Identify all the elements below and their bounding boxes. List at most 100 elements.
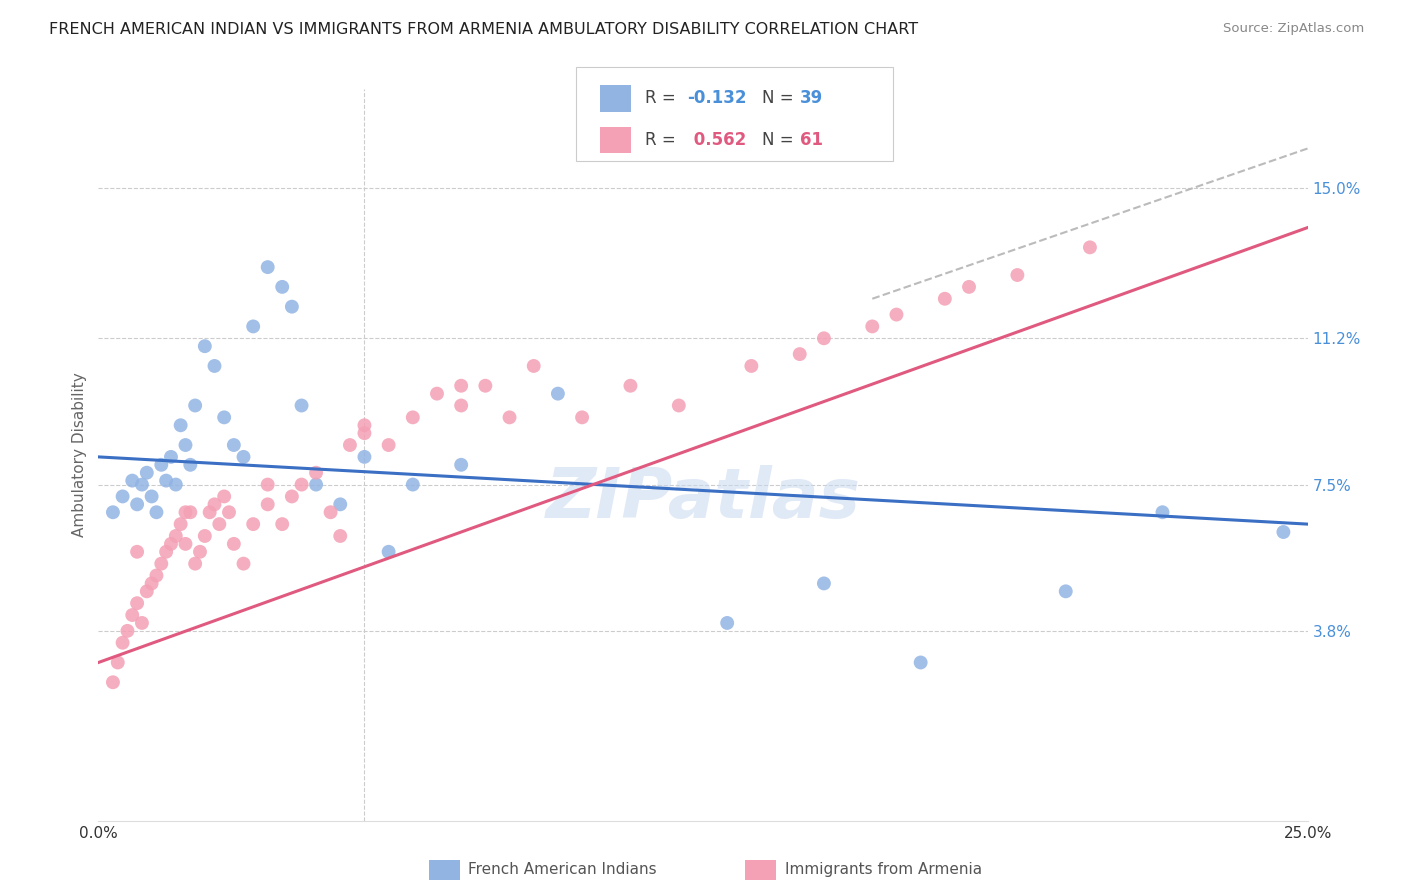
Point: [1054, 584, 1077, 599]
Point: [886, 308, 908, 322]
Point: [305, 466, 328, 480]
Text: ZIPatlas: ZIPatlas: [546, 466, 860, 533]
Point: [668, 399, 690, 413]
Point: [188, 545, 211, 559]
Point: [571, 410, 593, 425]
Point: [184, 557, 207, 571]
Point: [353, 450, 375, 464]
Point: [860, 319, 883, 334]
Point: [256, 477, 278, 491]
Point: [141, 576, 163, 591]
Point: [547, 386, 569, 401]
Point: [740, 359, 762, 373]
Point: [242, 319, 264, 334]
Point: [135, 466, 157, 480]
Point: [450, 399, 472, 413]
Point: [194, 339, 217, 353]
Point: [169, 418, 191, 433]
Point: [150, 557, 173, 571]
Text: 61: 61: [800, 131, 823, 149]
Point: [160, 537, 183, 551]
Point: [101, 505, 124, 519]
Point: [290, 477, 312, 491]
Point: [377, 438, 399, 452]
Point: [523, 359, 546, 373]
Point: [169, 517, 191, 532]
Point: [716, 615, 738, 630]
Text: 39: 39: [800, 89, 824, 107]
Point: [145, 568, 167, 582]
Point: [121, 608, 143, 623]
Point: [135, 584, 157, 599]
Point: [222, 537, 245, 551]
Point: [218, 505, 240, 519]
Point: [145, 505, 167, 519]
Text: French American Indians: French American Indians: [468, 863, 657, 877]
Point: [1272, 524, 1295, 539]
Point: [910, 656, 932, 670]
Point: [141, 490, 163, 504]
Point: [160, 450, 183, 464]
Point: [131, 615, 153, 630]
Point: [329, 529, 352, 543]
Point: [813, 576, 835, 591]
Point: [1152, 505, 1174, 519]
Point: [232, 450, 254, 464]
Point: [155, 545, 177, 559]
Point: [402, 410, 425, 425]
Point: [271, 517, 294, 532]
Point: [450, 378, 472, 392]
Point: [127, 545, 149, 559]
Point: [121, 474, 143, 488]
Point: [1007, 268, 1029, 282]
Point: [165, 529, 187, 543]
Text: 0.562: 0.562: [688, 131, 745, 149]
Point: [184, 399, 207, 413]
Point: [339, 438, 361, 452]
Point: [212, 490, 235, 504]
Point: [789, 347, 811, 361]
Point: [194, 529, 217, 543]
Point: [111, 636, 134, 650]
Text: R =: R =: [645, 89, 682, 107]
Point: [281, 300, 304, 314]
Point: [204, 497, 226, 511]
Point: [232, 557, 254, 571]
Point: [212, 410, 235, 425]
Point: [127, 596, 149, 610]
Point: [377, 545, 399, 559]
Text: N =: N =: [762, 131, 799, 149]
Text: Immigrants from Armenia: Immigrants from Armenia: [785, 863, 981, 877]
Point: [402, 477, 425, 491]
Y-axis label: Ambulatory Disability: Ambulatory Disability: [72, 373, 87, 537]
Point: [242, 517, 264, 532]
Point: [934, 292, 956, 306]
Text: -0.132: -0.132: [688, 89, 747, 107]
Point: [101, 675, 124, 690]
Text: N =: N =: [762, 89, 799, 107]
Point: [111, 490, 134, 504]
Point: [131, 477, 153, 491]
Point: [222, 438, 245, 452]
Point: [281, 490, 304, 504]
Text: R =: R =: [645, 131, 682, 149]
Point: [208, 517, 231, 532]
Point: [174, 438, 197, 452]
Point: [179, 505, 201, 519]
Text: FRENCH AMERICAN INDIAN VS IMMIGRANTS FROM ARMENIA AMBULATORY DISABILITY CORRELAT: FRENCH AMERICAN INDIAN VS IMMIGRANTS FRO…: [49, 22, 918, 37]
Point: [353, 418, 375, 433]
Point: [107, 656, 129, 670]
Point: [813, 331, 835, 345]
Text: Source: ZipAtlas.com: Source: ZipAtlas.com: [1223, 22, 1364, 36]
Point: [155, 474, 177, 488]
Point: [198, 505, 221, 519]
Point: [174, 505, 197, 519]
Point: [256, 260, 278, 274]
Point: [174, 537, 197, 551]
Point: [329, 497, 352, 511]
Point: [498, 410, 520, 425]
Point: [117, 624, 139, 638]
Point: [127, 497, 149, 511]
Point: [165, 477, 187, 491]
Point: [957, 280, 980, 294]
